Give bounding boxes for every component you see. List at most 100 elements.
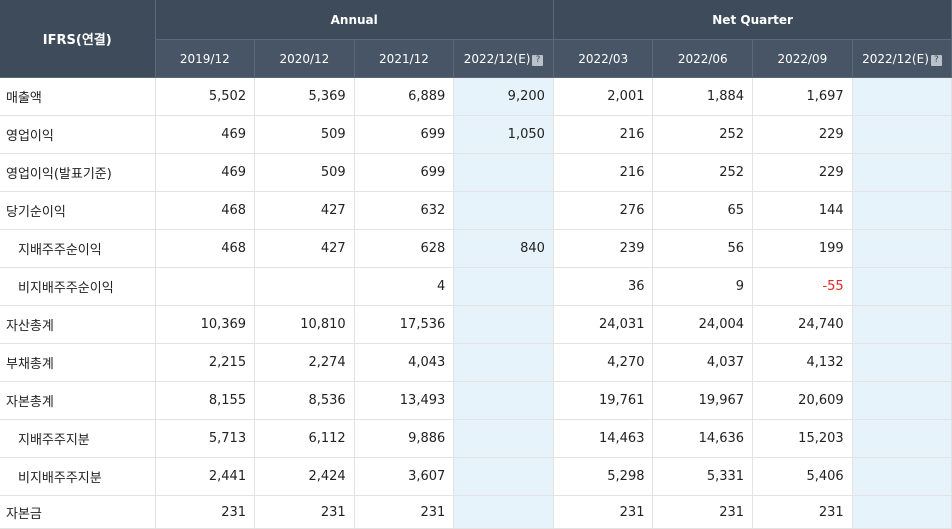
table-cell: 216 bbox=[553, 153, 654, 192]
table-cell: 231 bbox=[652, 495, 754, 529]
row-label: 지배주주순이익 bbox=[0, 229, 156, 268]
table-cell: 56 bbox=[652, 229, 754, 268]
column-header: 2022/03 bbox=[553, 39, 654, 78]
table-cell: 469 bbox=[155, 153, 256, 192]
table-cell: 239 bbox=[553, 229, 654, 268]
table-cell: 4,270 bbox=[553, 343, 654, 382]
table-cell bbox=[852, 229, 952, 268]
table-cell: 24,031 bbox=[553, 305, 654, 344]
table-cell: 13,493 bbox=[354, 381, 455, 420]
table-cell bbox=[852, 115, 952, 154]
table-cell: 20,609 bbox=[752, 381, 853, 420]
table-cell: 2,274 bbox=[254, 343, 355, 382]
row-label: 영업이익(발표기준) bbox=[0, 153, 156, 192]
table-cell: 5,369 bbox=[254, 77, 355, 116]
column-header-label: 2022/06 bbox=[677, 51, 728, 66]
table-cell bbox=[453, 495, 554, 529]
table-cell: 4,132 bbox=[752, 343, 853, 382]
corner-header: IFRS(연결) bbox=[0, 0, 156, 78]
table-cell bbox=[453, 305, 554, 344]
table-cell: 216 bbox=[553, 115, 654, 154]
row-label: 자본금 bbox=[0, 495, 156, 529]
table-row: 영업이익(발표기준) 469 509 699 216 252 229 bbox=[0, 153, 952, 192]
table-cell bbox=[852, 419, 952, 458]
table-cell bbox=[453, 153, 554, 192]
row-label: 영업이익 bbox=[0, 115, 156, 154]
table-cell: 231 bbox=[553, 495, 654, 529]
table-cell: 628 bbox=[354, 229, 455, 268]
table-cell: 427 bbox=[254, 229, 355, 268]
help-icon[interactable]: ? bbox=[532, 54, 544, 66]
table-cell: 6,112 bbox=[254, 419, 355, 458]
table-cell bbox=[852, 381, 952, 420]
column-header: 2022/12(E)? bbox=[453, 39, 554, 78]
column-header-label: 2022/12(E) bbox=[862, 51, 929, 66]
table-cell: 4,037 bbox=[652, 343, 754, 382]
table-cell: 24,004 bbox=[652, 305, 754, 344]
table-cell: 509 bbox=[254, 115, 355, 154]
table-cell bbox=[453, 267, 554, 306]
table-cell: 632 bbox=[354, 191, 455, 230]
column-header: 2021/12 bbox=[354, 39, 455, 78]
table-row: 자본총계 8,155 8,536 13,493 19,761 19,967 20,609 bbox=[0, 381, 952, 420]
table-row: 지배주주순이익 468 427 628 840 239 56 199 bbox=[0, 229, 952, 268]
table-cell: 8,536 bbox=[254, 381, 355, 420]
table-cell: 229 bbox=[752, 153, 853, 192]
table-cell bbox=[453, 457, 554, 496]
table-cell: 2,441 bbox=[155, 457, 256, 496]
table-cell bbox=[254, 267, 355, 306]
row-label: 비지배주주순이익 bbox=[0, 267, 156, 306]
table-cell: 2,001 bbox=[553, 77, 654, 116]
column-header-label: 2022/03 bbox=[578, 51, 629, 66]
table-cell: 5,298 bbox=[553, 457, 654, 496]
table-cell: 14,636 bbox=[652, 419, 754, 458]
table-cell: 5,502 bbox=[155, 77, 256, 116]
row-label: 자산총계 bbox=[0, 305, 156, 344]
help-icon[interactable]: ? bbox=[930, 54, 942, 66]
table-cell: 276 bbox=[553, 191, 654, 230]
table-row: 비지배주주지분 2,441 2,424 3,607 5,298 5,331 5,406 bbox=[0, 457, 952, 496]
row-label: 매출액 bbox=[0, 77, 156, 116]
row-label: 당기순이익 bbox=[0, 191, 156, 230]
table-row: 영업이익 469 509 699 1,050 216 252 229 bbox=[0, 115, 952, 154]
table-cell: 4 bbox=[354, 267, 455, 306]
table-cell: 5,406 bbox=[752, 457, 853, 496]
column-header-label: 2022/09 bbox=[777, 51, 828, 66]
column-header-label: 2021/12 bbox=[379, 51, 429, 66]
table-cell: 19,967 bbox=[652, 381, 754, 420]
annual-group-header: Annual bbox=[155, 0, 554, 40]
table-cell bbox=[852, 343, 952, 382]
column-header-label: 2019/12 bbox=[179, 51, 230, 66]
table-cell: 699 bbox=[354, 115, 455, 154]
table-cell: 8,155 bbox=[155, 381, 256, 420]
table-row: 지배주주지분 5,713 6,112 9,886 14,463 14,636 15,203 bbox=[0, 419, 952, 458]
table-cell bbox=[852, 305, 952, 344]
table-row: 부채총계 2,215 2,274 4,043 4,270 4,037 4,132 bbox=[0, 343, 952, 382]
table-cell bbox=[453, 191, 554, 230]
row-label: 자본총계 bbox=[0, 381, 156, 420]
table-cell: 469 bbox=[155, 115, 256, 154]
table-cell bbox=[852, 191, 952, 230]
table-cell: 229 bbox=[752, 115, 853, 154]
column-header: 2022/06 bbox=[652, 39, 754, 78]
table-cell: 1,697 bbox=[752, 77, 853, 116]
table-cell: 231 bbox=[354, 495, 455, 529]
table-cell bbox=[453, 343, 554, 382]
table-cell bbox=[453, 419, 554, 458]
table-cell: 65 bbox=[652, 191, 754, 230]
table-cell: 231 bbox=[752, 495, 853, 529]
table-cell: 144 bbox=[752, 191, 853, 230]
table-cell: -55 bbox=[752, 267, 853, 306]
table-cell: 5,331 bbox=[652, 457, 754, 496]
net-quarter-group-header: Net Quarter bbox=[553, 0, 952, 40]
table-cell: 1,050 bbox=[453, 115, 554, 154]
table-cell: 24,740 bbox=[752, 305, 853, 344]
table-cell bbox=[852, 457, 952, 496]
table-cell: 9 bbox=[652, 267, 754, 306]
table-cell: 4,043 bbox=[354, 343, 455, 382]
column-header: 2022/12(E)? bbox=[852, 39, 952, 78]
table-row: 당기순이익 468 427 632 276 65 144 bbox=[0, 191, 952, 230]
table-cell bbox=[852, 153, 952, 192]
table-cell: 9,200 bbox=[453, 77, 554, 116]
